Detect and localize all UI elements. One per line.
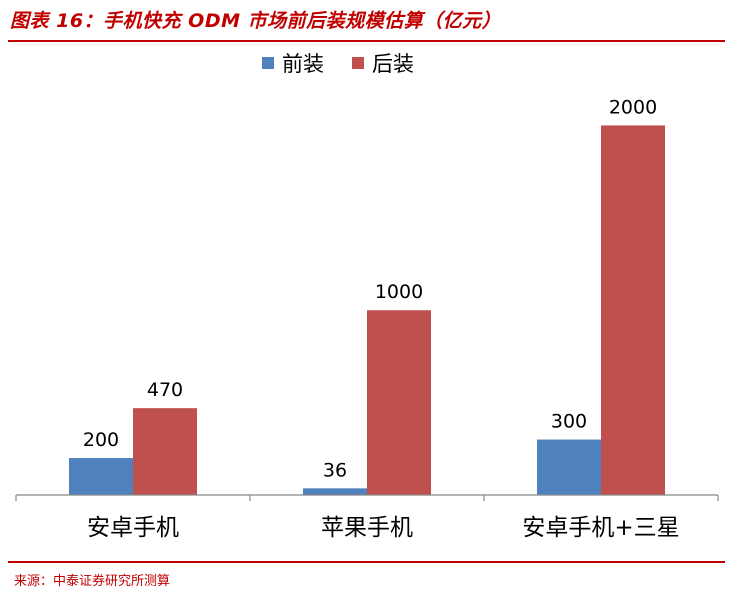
data-label-front-1: 36 (323, 459, 347, 481)
bar-rear-2 (601, 125, 665, 495)
category-label-0: 安卓手机 (87, 515, 179, 541)
source-note: 来源：中泰证券研究所测算 (14, 574, 171, 589)
bar-front-1 (303, 488, 367, 495)
legend-item-front: 前装 (262, 51, 324, 76)
bar-rear-1 (367, 310, 431, 495)
data-label-front-2: 300 (551, 411, 587, 433)
legend-item-rear: 后装 (352, 51, 414, 76)
bar-rear-0 (133, 408, 197, 495)
footer-divider (8, 561, 725, 563)
legend-label-front: 前装 (282, 52, 324, 76)
bar-front-0 (69, 458, 133, 495)
category-label-1: 苹果手机 (321, 515, 413, 541)
legend-label-rear: 后装 (372, 52, 414, 76)
data-label-rear-2: 2000 (609, 96, 657, 118)
chart-title: 图表 16：手机快充 ODM 市场前后装规模估算（亿元） (10, 10, 502, 32)
title-bar: 图表 16：手机快充 ODM 市场前后装规模估算（亿元） (8, 0, 725, 42)
data-label-front-0: 200 (83, 429, 119, 451)
bar-front-2 (537, 439, 601, 495)
data-label-rear-0: 470 (147, 379, 183, 401)
category-label-2: 安卓手机+三星 (522, 515, 679, 541)
legend-swatch-rear (352, 57, 364, 69)
data-label-rear-1: 1000 (375, 281, 423, 303)
legend: 前装 后装 (0, 51, 733, 76)
legend-swatch-front (262, 57, 274, 69)
